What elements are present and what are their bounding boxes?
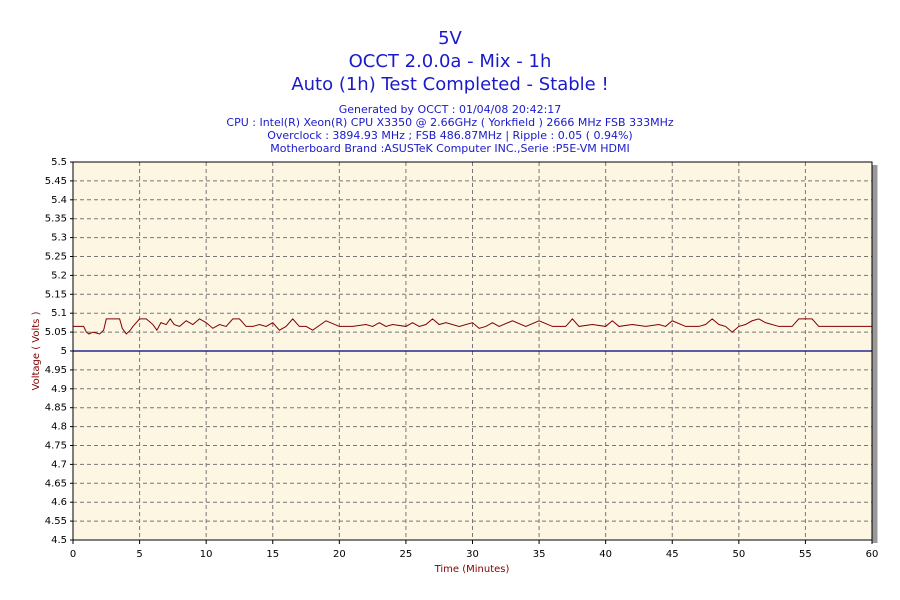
x-tick-label: 55 (799, 549, 812, 560)
subtitle: CPU : Intel(R) Xeon(R) CPU X3350 @ 2.66G… (226, 116, 673, 129)
x-tick-label: 50 (732, 549, 745, 560)
y-tick-label: 5.3 (51, 233, 67, 244)
x-tick-label: 40 (599, 549, 612, 560)
title: 5V (438, 28, 462, 49)
y-axis-label: Voltage ( Volts ) (31, 311, 42, 390)
y-tick-label: 4.9 (51, 384, 67, 395)
x-tick-label: 60 (866, 549, 879, 560)
y-tick-label: 4.5 (51, 535, 67, 546)
data-line (73, 318, 872, 335)
title: Auto (1h) Test Completed - Stable ! (291, 74, 608, 95)
subtitle: Overclock : 3894.93 MHz ; FSB 486.87MHz … (267, 129, 632, 142)
y-tick-label: 4.6 (51, 497, 67, 508)
x-axis-label: Time (Minutes) (434, 564, 510, 575)
y-tick-label: 4.7 (51, 459, 67, 470)
y-tick-label: 5.2 (51, 270, 67, 281)
plot-frame (72, 161, 873, 541)
y-tick-label: 5.45 (45, 176, 67, 187)
title: OCCT 2.0.0a - Mix - 1h (349, 51, 552, 72)
y-tick-label: 5 (61, 346, 67, 357)
x-tick-label: 30 (466, 549, 479, 560)
y-tick-label: 4.8 (51, 422, 67, 433)
x-tick-label: 25 (400, 549, 413, 560)
y-tick-label: 5.1 (51, 308, 67, 319)
x-tick-label: 10 (200, 549, 213, 560)
y-tick-label: 4.65 (45, 478, 67, 489)
y-tick-label: 5.25 (45, 252, 67, 263)
x-tick-label: 20 (333, 549, 346, 560)
y-tick-label: 4.55 (45, 516, 67, 527)
x-tick-label: 45 (666, 549, 679, 560)
x-tick-label: 5 (136, 549, 142, 560)
subtitle: Generated by OCCT : 01/04/08 20:42:17 (339, 103, 562, 116)
y-tick-label: 5.05 (45, 327, 67, 338)
y-tick-label: 5.5 (51, 157, 67, 168)
x-tick-label: 35 (533, 549, 546, 560)
y-tick-label: 5.4 (51, 195, 67, 206)
y-tick-label: 4.85 (45, 403, 67, 414)
x-tick-label: 15 (266, 549, 279, 560)
y-tick-label: 4.95 (45, 365, 67, 376)
y-tick-label: 5.35 (45, 214, 67, 225)
y-tick-label: 5.15 (45, 289, 67, 300)
x-tick-label: 0 (70, 549, 76, 560)
subtitle: Motherboard Brand :ASUSTeK Computer INC.… (270, 142, 629, 155)
y-tick-label: 4.75 (45, 441, 67, 452)
